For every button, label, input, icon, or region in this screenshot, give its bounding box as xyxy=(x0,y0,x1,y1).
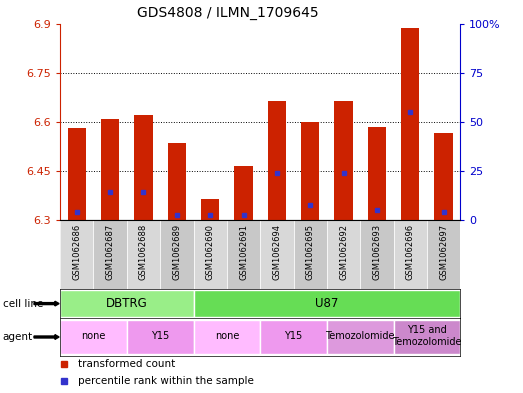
Text: Temozolomide: Temozolomide xyxy=(325,331,395,341)
Bar xyxy=(234,166,253,220)
Bar xyxy=(194,320,260,354)
Bar xyxy=(334,101,353,220)
Bar xyxy=(393,320,460,354)
Text: GSM1062696: GSM1062696 xyxy=(406,224,415,280)
Text: none: none xyxy=(214,331,239,341)
Bar xyxy=(327,320,393,354)
Text: GSM1062695: GSM1062695 xyxy=(306,224,315,279)
Bar xyxy=(435,133,453,220)
Title: GDS4808 / ILMN_1709645: GDS4808 / ILMN_1709645 xyxy=(138,6,319,20)
Text: Y15: Y15 xyxy=(151,331,169,341)
Bar xyxy=(393,220,427,289)
Bar xyxy=(327,220,360,289)
Bar xyxy=(301,122,320,220)
Bar xyxy=(201,199,219,220)
Text: none: none xyxy=(81,331,106,341)
Bar xyxy=(160,220,194,289)
Bar xyxy=(127,320,194,354)
Bar xyxy=(127,220,160,289)
Bar xyxy=(168,143,186,220)
Bar xyxy=(94,220,127,289)
Text: GSM1062691: GSM1062691 xyxy=(239,224,248,279)
Text: Y15: Y15 xyxy=(285,331,303,341)
Bar xyxy=(194,220,227,289)
Text: U87: U87 xyxy=(315,296,338,310)
Text: percentile rank within the sample: percentile rank within the sample xyxy=(78,376,254,386)
Bar xyxy=(60,220,94,289)
Text: GSM1062687: GSM1062687 xyxy=(106,224,115,280)
Text: GSM1062697: GSM1062697 xyxy=(439,224,448,280)
Text: transformed count: transformed count xyxy=(78,359,175,369)
Bar xyxy=(60,290,194,317)
Bar xyxy=(60,320,127,354)
Bar xyxy=(260,320,327,354)
Text: agent: agent xyxy=(3,332,33,342)
Bar xyxy=(194,290,460,317)
Text: GSM1062689: GSM1062689 xyxy=(173,224,181,280)
Bar xyxy=(67,129,86,220)
Text: Y15 and
Temozolomide: Y15 and Temozolomide xyxy=(392,325,462,347)
Bar xyxy=(293,220,327,289)
Bar xyxy=(260,220,293,289)
Bar xyxy=(368,127,386,220)
Text: GSM1062690: GSM1062690 xyxy=(206,224,214,279)
Bar xyxy=(360,220,393,289)
Text: GSM1062692: GSM1062692 xyxy=(339,224,348,279)
Text: GSM1062693: GSM1062693 xyxy=(372,224,381,280)
Text: DBTRG: DBTRG xyxy=(106,296,147,310)
Bar xyxy=(427,220,460,289)
Bar xyxy=(101,119,119,220)
Text: cell line: cell line xyxy=(3,299,43,309)
Text: GSM1062694: GSM1062694 xyxy=(272,224,281,279)
Bar xyxy=(401,29,419,220)
Bar xyxy=(227,220,260,289)
Text: GSM1062688: GSM1062688 xyxy=(139,224,148,280)
Bar xyxy=(268,101,286,220)
Text: GSM1062686: GSM1062686 xyxy=(72,224,81,280)
Bar xyxy=(134,115,153,220)
